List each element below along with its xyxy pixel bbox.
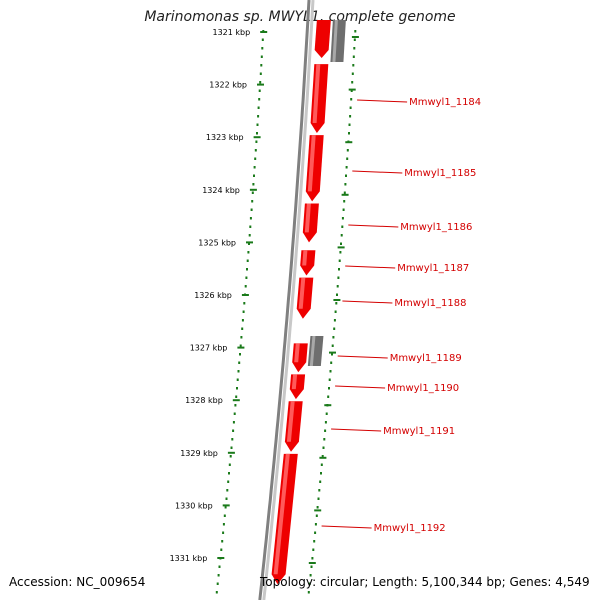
gene-label: Mmwyl1_1188: [394, 298, 466, 309]
genome-summary-text: Topology: circular; Length: 5,100,344 bp…: [260, 575, 590, 589]
gene-arrow-highlight: [273, 453, 290, 575]
gene-label: Mmwyl1_1189: [390, 353, 462, 364]
scale-tick-label: 1325 kbp: [198, 238, 236, 247]
scale-tick-label: 1331 kbp: [170, 554, 208, 563]
scale-tick-label: 1322 kbp: [209, 81, 247, 90]
scale-tick-label: 1321 kbp: [212, 28, 250, 37]
gene-leader-line: [348, 224, 399, 228]
gene-arrow: [296, 277, 314, 319]
outer-scale-tick: [308, 562, 316, 564]
gene-label: Mmwyl1_1184: [409, 97, 481, 108]
scale-tick-label: 1329 kbp: [180, 449, 218, 458]
scale-tick: [217, 557, 225, 559]
scale-tick: [257, 83, 264, 86]
gene-label: Mmwyl1_1191: [383, 426, 455, 437]
outer-scale-tick: [337, 246, 345, 249]
gene-arrow-highlight: [312, 64, 321, 123]
gene-label: Mmwyl1_1190: [387, 383, 459, 394]
gene-leader-line: [352, 170, 403, 174]
scale-tick: [237, 346, 245, 349]
outer-scale-tick: [341, 193, 349, 196]
gene-arrow: [292, 343, 308, 373]
feature-block-top: [330, 20, 346, 62]
gene-arrow-highlight: [302, 250, 308, 266]
feature-block-mid: [307, 336, 324, 366]
gene-leader-line: [321, 525, 372, 529]
scale-tick-label: 1328 kbp: [185, 396, 223, 405]
outer-scale-tick: [329, 351, 336, 354]
gene-leader-line: [331, 428, 382, 432]
scale-tick: [227, 451, 235, 454]
gene-label: Mmwyl1_1192: [374, 523, 446, 534]
gene-leader-line: [337, 355, 388, 359]
gene-arrow-highlight: [307, 135, 316, 192]
outer-scale-tick: [314, 509, 322, 512]
scale-tick-label: 1324 kbp: [202, 186, 240, 195]
scale-tick: [232, 399, 240, 402]
genome-title: Marinomonas sp. MWYL1, complete genome: [144, 9, 456, 25]
scale-tick: [249, 188, 257, 191]
feature-block-mid-highlight: [309, 336, 316, 366]
gene-arrow-highlight: [291, 374, 298, 390]
gene-arrow-highlight: [298, 277, 306, 309]
scale-tick: [222, 504, 230, 507]
outer-scale-tick: [333, 299, 341, 301]
outer-scale-tick: [345, 141, 353, 144]
outer-scale-tick: [351, 36, 359, 38]
backbone-arc-inner: [258, 0, 311, 600]
gene-arrow-highlight: [286, 401, 295, 442]
outer-scale-tick: [319, 456, 327, 459]
gene-arrow: [302, 203, 319, 243]
scale-tick: [241, 294, 249, 296]
gene-leader-line: [345, 265, 396, 269]
accession-text: Accession: NC_009654: [9, 575, 146, 589]
scale-arc-dots: [215, 30, 265, 594]
gene-leader-line: [342, 300, 393, 304]
gene-label: Mmwyl1_1186: [400, 222, 472, 233]
scale-tick-label: 1330 kbp: [175, 501, 213, 510]
scale-tick: [253, 136, 261, 139]
outer-scale-tick: [348, 88, 356, 91]
gene-arrow-highlight: [304, 203, 311, 233]
backbone-arc-outer: [262, 0, 315, 600]
gene-label: Mmwyl1_1187: [397, 263, 469, 274]
gene-leader-line: [357, 99, 408, 103]
feature-block-top-highlight: [332, 20, 338, 62]
scale-tick: [260, 31, 268, 33]
scale-tick-label: 1323 kbp: [206, 133, 244, 142]
gene-label: Mmwyl1_1185: [404, 168, 476, 179]
scale-tick: [246, 241, 253, 244]
gene-arrow-fragment: [314, 20, 331, 58]
outer-scale-tick: [324, 404, 332, 407]
gene-arrow-highlight: [294, 343, 300, 363]
scale-tick-label: 1327 kbp: [190, 344, 228, 353]
gene-leader-line: [335, 385, 386, 389]
scale-tick-label: 1326 kbp: [194, 291, 232, 300]
